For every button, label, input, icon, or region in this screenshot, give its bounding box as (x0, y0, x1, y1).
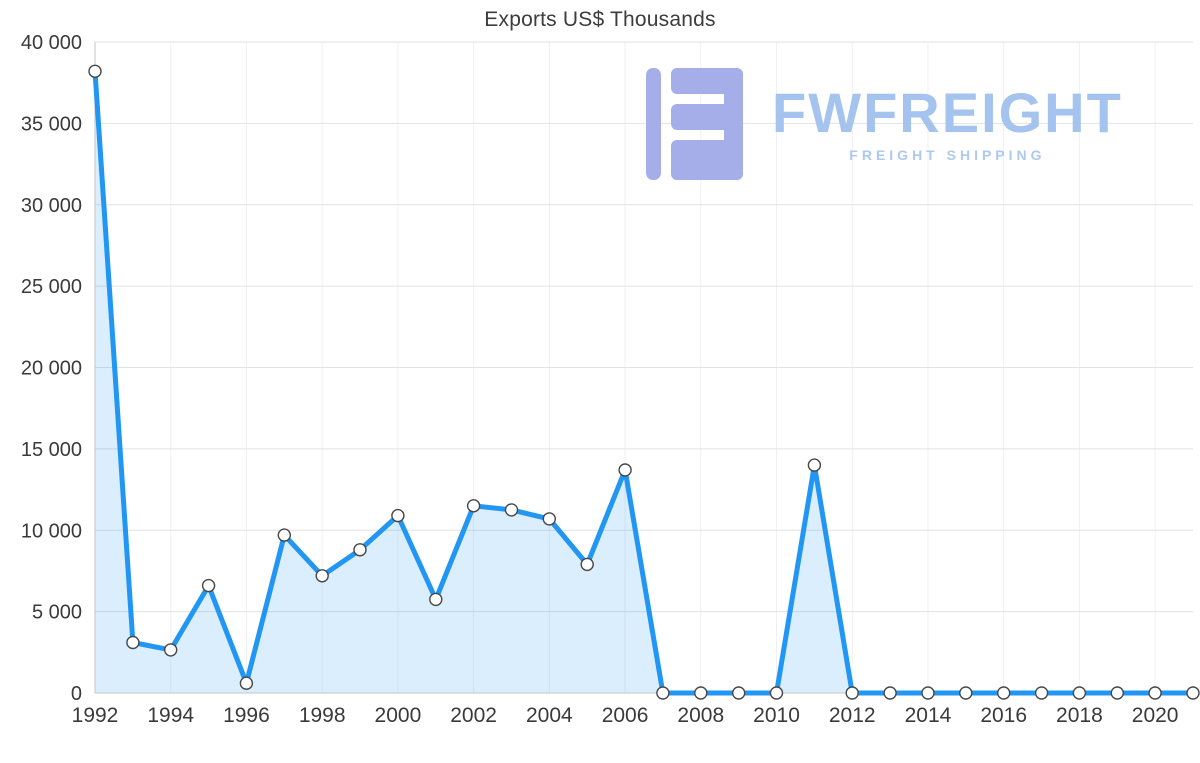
data-point-marker[interactable] (807, 458, 822, 472)
data-point-marker[interactable] (656, 686, 670, 700)
data-point-marker[interactable] (732, 686, 746, 700)
data-point-marker[interactable] (239, 676, 254, 690)
data-point-marker[interactable] (1148, 686, 1162, 700)
x-tick-label: 2006 (602, 704, 649, 727)
data-point-marker[interactable] (504, 503, 519, 517)
data-point-marker[interactable] (959, 686, 973, 700)
data-point-marker[interactable] (883, 686, 897, 700)
y-tick-label: 40 000 (21, 32, 82, 54)
x-tick-label: 1992 (72, 704, 119, 727)
x-tick-label: 2000 (375, 704, 422, 727)
x-tick-label: 2018 (1056, 704, 1103, 727)
data-point-marker[interactable] (1072, 686, 1087, 700)
data-point-marker[interactable] (1110, 686, 1125, 700)
x-tick-label: 1994 (147, 704, 194, 727)
x-tick-label: 2020 (1132, 704, 1179, 727)
y-tick-label: 10 000 (21, 520, 82, 542)
y-tick-label: 0 (71, 683, 82, 705)
data-point-marker[interactable] (921, 686, 935, 700)
y-tick-label: 35 000 (21, 113, 82, 135)
y-tick-label: 30 000 (21, 195, 82, 217)
data-point-marker[interactable] (391, 508, 405, 523)
y-tick-label: 20 000 (21, 358, 82, 380)
data-point-marker[interactable] (277, 528, 291, 542)
x-tick-label: 2014 (905, 704, 952, 727)
data-point-marker[interactable] (694, 686, 708, 700)
x-tick-label: 1998 (299, 704, 346, 727)
x-tick-label: 2012 (829, 704, 876, 727)
data-point-marker[interactable] (429, 592, 443, 607)
data-point-marker[interactable] (1186, 686, 1200, 700)
y-tick-label: 5 000 (32, 602, 82, 624)
data-point-marker[interactable] (542, 512, 556, 526)
x-tick-label: 2002 (450, 704, 497, 727)
data-point-marker[interactable] (618, 463, 632, 477)
data-point-marker[interactable] (88, 64, 102, 79)
data-point-marker[interactable] (997, 686, 1011, 700)
data-point-marker[interactable] (769, 686, 784, 700)
chart-title: Exports US$ Thousands (484, 8, 716, 31)
x-tick-label: 1996 (223, 704, 270, 727)
x-tick-label: 2016 (980, 704, 1027, 727)
data-point-marker[interactable] (201, 578, 216, 593)
x-tick-label: 2010 (753, 704, 800, 727)
y-tick-label: 15 000 (21, 439, 82, 461)
data-point-marker[interactable] (466, 499, 481, 513)
data-point-marker[interactable] (353, 543, 367, 557)
y-tick-label: 25 000 (21, 276, 82, 298)
data-point-marker[interactable] (1034, 686, 1049, 700)
x-tick-label: 2004 (526, 704, 573, 727)
data-point-marker[interactable] (163, 643, 178, 657)
data-point-marker[interactable] (845, 686, 859, 700)
area-fill (95, 71, 1193, 694)
data-point-marker[interactable] (126, 635, 140, 650)
data-point-marker[interactable] (580, 557, 594, 572)
x-tick-label: 2008 (677, 704, 724, 727)
data-point-marker[interactable] (315, 569, 329, 583)
